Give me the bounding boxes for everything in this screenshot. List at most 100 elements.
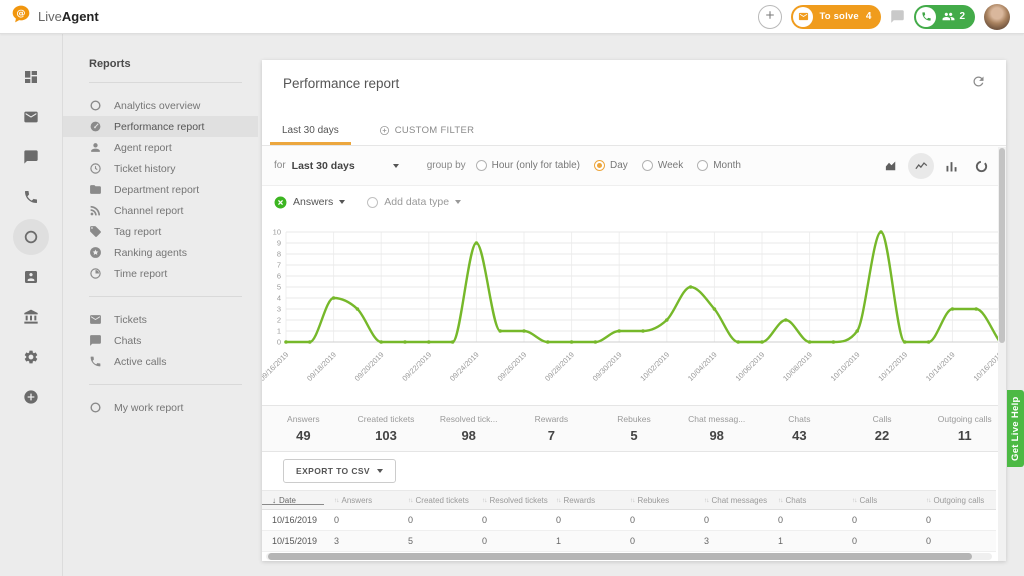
sort-icon[interactable]: ↑↓ bbox=[704, 496, 709, 504]
sidebar-item-time-report[interactable]: Time report bbox=[63, 263, 258, 284]
svg-text:09/20/2019: 09/20/2019 bbox=[353, 350, 386, 383]
topbar-actions: To solve 4 2 bbox=[758, 3, 1010, 30]
cell-chats: 0 bbox=[778, 515, 784, 525]
remove-data-type-icon[interactable] bbox=[274, 196, 287, 209]
rail-item-upgrade[interactable] bbox=[13, 379, 49, 415]
group-by-option-month[interactable]: Month bbox=[697, 160, 741, 171]
sidebar-item-channel-report[interactable]: Channel report bbox=[63, 200, 258, 221]
rail-item-reports[interactable] bbox=[13, 219, 49, 255]
line-chart-button[interactable] bbox=[908, 153, 934, 179]
stat-chats: Chats 43 bbox=[758, 406, 841, 451]
stat-created-tickets: Created tickets 103 bbox=[345, 406, 428, 451]
range-select-value[interactable]: Last 30 days bbox=[291, 159, 355, 172]
donut-chart-button[interactable] bbox=[968, 153, 994, 179]
group-by-option-week[interactable]: Week bbox=[641, 160, 683, 171]
mail-icon bbox=[23, 109, 39, 125]
area-chart-button[interactable] bbox=[878, 153, 904, 179]
column-header-answers[interactable]: ↑↓ Answers bbox=[330, 496, 404, 505]
column-header-resolved-tickets[interactable]: ↑↓ Resolved tickets bbox=[478, 496, 552, 505]
stat-value: 98 bbox=[461, 428, 476, 443]
column-header-chats[interactable]: ↑↓ Chats bbox=[774, 496, 848, 505]
group-by-option-hour-only-for-table[interactable]: Hour (only for table) bbox=[475, 160, 580, 171]
radio-icon[interactable] bbox=[697, 160, 709, 171]
sidebar-item-label: Ticket history bbox=[114, 162, 176, 175]
rail-item-tickets[interactable] bbox=[13, 99, 49, 135]
cell-date: 10/16/2019 bbox=[272, 515, 318, 525]
add-circle-icon bbox=[23, 389, 39, 405]
sidebar-item-ticket-history[interactable]: Ticket history bbox=[63, 158, 258, 179]
column-header-date[interactable]: ↓ Date bbox=[262, 496, 330, 505]
rail-item-dashboard[interactable] bbox=[13, 59, 49, 95]
group-by-option-day[interactable]: Day bbox=[594, 160, 628, 171]
active-calls-pill[interactable]: 2 bbox=[914, 4, 975, 29]
create-new-button[interactable] bbox=[758, 4, 783, 29]
page-title: Performance report bbox=[283, 76, 400, 91]
sort-icon[interactable]: ↑↓ bbox=[556, 496, 561, 504]
rail-item-customers[interactable] bbox=[13, 259, 49, 295]
bar-chart-button[interactable] bbox=[938, 153, 964, 179]
column-header-chat-messages[interactable]: ↑↓ Chat messages bbox=[700, 496, 774, 505]
column-label: Rewards bbox=[563, 495, 596, 505]
user-avatar[interactable] bbox=[984, 3, 1010, 30]
sidebar-item-department-report[interactable]: Department report bbox=[63, 179, 258, 200]
liveagent-logo-icon: @ bbox=[10, 4, 32, 29]
sidebar-item-ranking-agents[interactable]: Ranking agents bbox=[63, 242, 258, 263]
liveagent-logo[interactable]: @ LiveAgent bbox=[10, 4, 99, 29]
sort-icon[interactable]: ↑↓ bbox=[630, 496, 635, 504]
column-header-created-tickets[interactable]: ↑↓ Created tickets bbox=[404, 496, 478, 505]
cell-chat-messages: 3 bbox=[704, 536, 710, 546]
export-to-csv-button[interactable]: EXPORT TO CSV bbox=[283, 459, 397, 483]
tab-custom-filter[interactable]: CUSTOM FILTER bbox=[359, 115, 495, 145]
column-header-rebukes[interactable]: ↑↓ Rebukes bbox=[626, 496, 700, 505]
sort-icon[interactable]: ↑↓ bbox=[482, 496, 487, 504]
rail-item-billing[interactable] bbox=[13, 299, 49, 335]
chevron-down-icon[interactable] bbox=[339, 200, 346, 204]
add-data-type-button[interactable]: Add data type bbox=[367, 196, 462, 208]
column-header-outgoing-calls[interactable]: ↑↓ Outgoing calls bbox=[922, 496, 996, 505]
sort-icon[interactable]: ↑↓ bbox=[408, 496, 413, 504]
to-solve-pill[interactable]: To solve 4 bbox=[791, 4, 882, 29]
answers-data-type-chip[interactable]: Answers bbox=[274, 196, 346, 209]
sidebar-item-chats[interactable]: Chats bbox=[63, 330, 258, 351]
get-live-help-tab[interactable]: Get Live Help bbox=[1007, 390, 1024, 467]
sort-icon[interactable]: ↑↓ bbox=[334, 496, 339, 504]
rail-item-calls[interactable] bbox=[13, 179, 49, 215]
chats-offline-icon[interactable] bbox=[890, 9, 905, 24]
radio-icon[interactable] bbox=[475, 160, 487, 171]
sort-icon[interactable]: ↑↓ bbox=[778, 496, 783, 504]
chevron-down-icon[interactable] bbox=[392, 163, 399, 168]
stat-outgoing-calls: Outgoing calls 11 bbox=[923, 406, 1006, 451]
history-icon bbox=[89, 162, 104, 175]
sidebar-item-my-work-report[interactable]: My work report bbox=[63, 397, 258, 418]
scrollbar-thumb[interactable] bbox=[999, 148, 1005, 343]
sidebar-item-tag-report[interactable]: Tag report bbox=[63, 221, 258, 242]
sort-icon[interactable]: ↑↓ bbox=[852, 496, 857, 504]
badge-icon bbox=[23, 269, 39, 285]
chart-type-toolbar bbox=[878, 153, 994, 179]
sort-icon[interactable]: ↑↓ bbox=[926, 496, 931, 504]
chevron-down-icon[interactable] bbox=[455, 200, 462, 204]
scrollbar-thumb[interactable] bbox=[268, 553, 973, 560]
refresh-button[interactable] bbox=[971, 74, 986, 92]
rail-item-configuration[interactable] bbox=[13, 339, 49, 375]
column-header-rewards[interactable]: ↑↓ Rewards bbox=[552, 496, 626, 505]
vertical-scrollbar[interactable] bbox=[998, 147, 1006, 561]
sidebar-item-tickets[interactable]: Tickets bbox=[63, 309, 258, 330]
table-row[interactable]: 10/16/2019 0 0 0 0 0 0 0 0 0 bbox=[262, 510, 996, 531]
svg-text:10/12/2019: 10/12/2019 bbox=[876, 350, 909, 383]
sort-icon[interactable]: ↓ bbox=[272, 495, 276, 505]
radio-icon[interactable] bbox=[641, 160, 653, 171]
sidebar-item-performance-report[interactable]: Performance report bbox=[63, 116, 258, 137]
tab-last-30-days[interactable]: Last 30 days bbox=[262, 115, 359, 145]
sidebar-item-agent-report[interactable]: Agent report bbox=[63, 137, 258, 158]
tag-icon bbox=[89, 225, 104, 238]
table-row[interactable]: 10/15/2019 3 5 0 1 0 3 1 0 0 bbox=[262, 531, 996, 552]
sidebar-item-active-calls[interactable]: Active calls bbox=[63, 351, 258, 372]
column-header-calls[interactable]: ↑↓ Calls bbox=[848, 496, 922, 505]
cell-rewards: 0 bbox=[556, 515, 562, 525]
svg-text:09/24/2019: 09/24/2019 bbox=[448, 350, 481, 383]
rail-item-chats[interactable] bbox=[13, 139, 49, 175]
sidebar-item-analytics-overview[interactable]: Analytics overview bbox=[63, 95, 258, 116]
radio-icon[interactable] bbox=[594, 160, 606, 171]
horizontal-scrollbar[interactable] bbox=[266, 553, 992, 560]
